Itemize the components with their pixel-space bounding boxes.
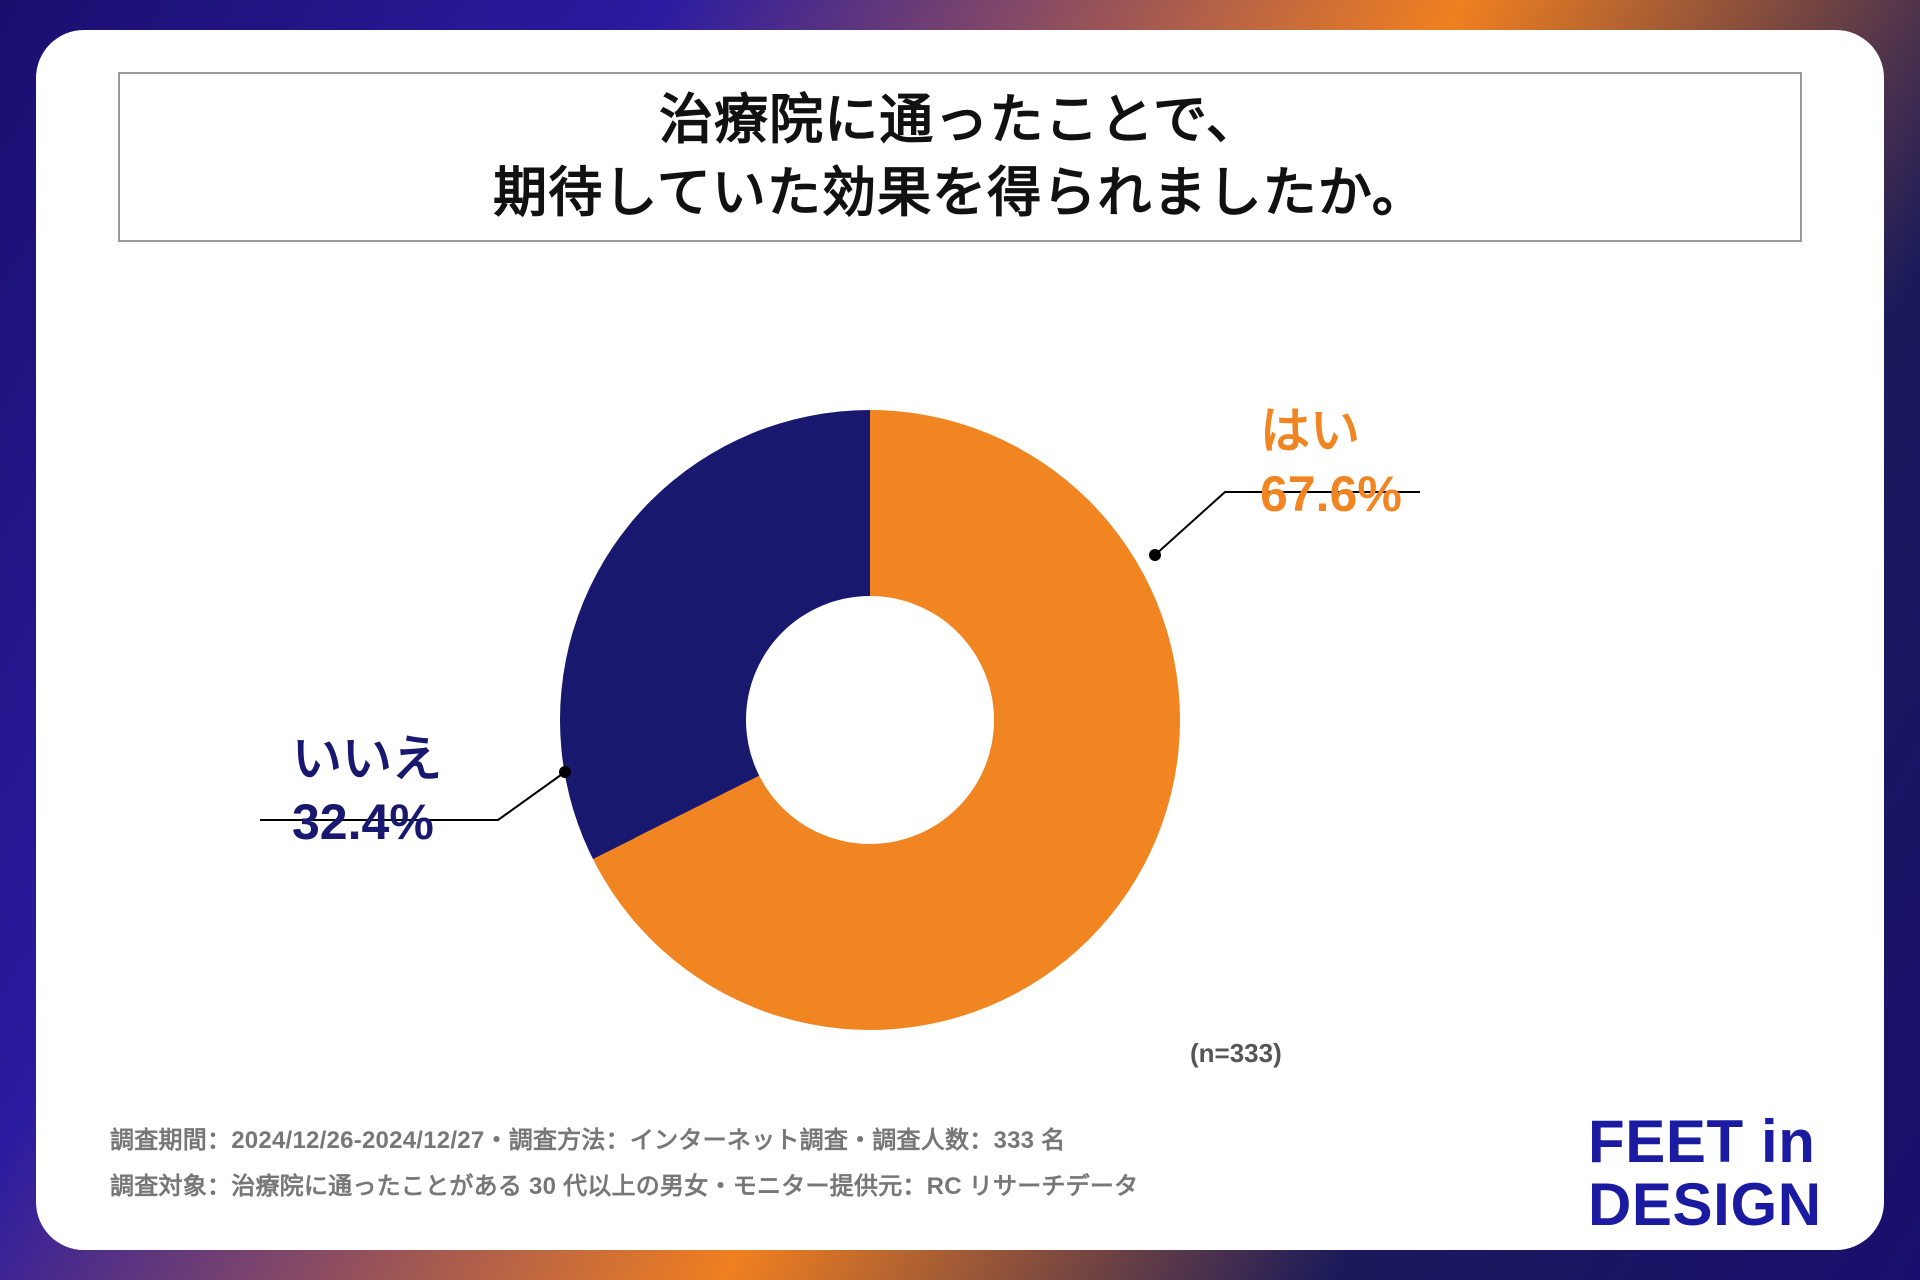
label-no: いいえ 32.4% [292,728,442,853]
sample-size: (n=333) [1190,1038,1282,1069]
brand-line-2: DESIGN [1588,1173,1822,1236]
callout-no: いいえ 32.4% [0,0,1920,1280]
label-no-text: いいえ [292,728,442,791]
brand-logo: FEET in DESIGN [1588,1110,1822,1236]
survey-footer: 調査期間：2024/12/26-2024/12/27・調査方法：インターネット調… [110,1118,1138,1209]
footer-line-1: 調査期間：2024/12/26-2024/12/27・調査方法：インターネット調… [110,1118,1138,1164]
brand-line-1: FEET in [1588,1110,1822,1173]
footer-line-2: 調査対象：治療院に通ったことがある 30 代以上の男女・モニター提供元：RC リ… [110,1164,1138,1210]
leader-line-no [0,0,1920,1280]
label-no-value: 32.4% [292,791,442,854]
